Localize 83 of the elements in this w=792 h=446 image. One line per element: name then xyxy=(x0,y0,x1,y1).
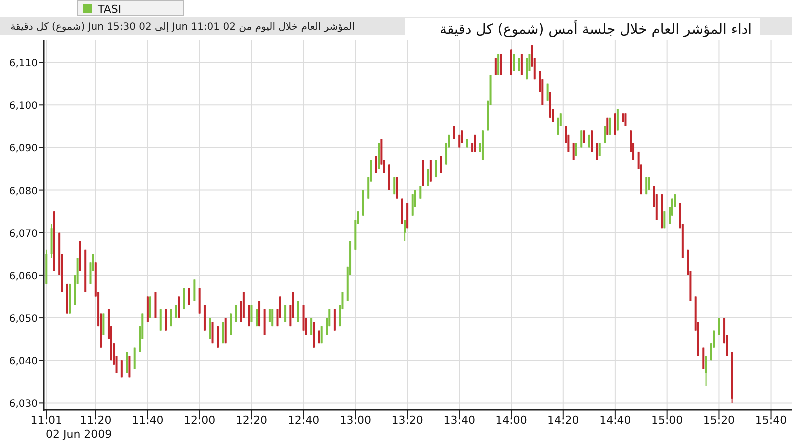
x-tick-label: 13:00 xyxy=(340,414,372,427)
candlestick xyxy=(500,54,502,76)
candlestick xyxy=(513,54,516,72)
candlestick xyxy=(609,117,612,136)
candlestick xyxy=(664,211,666,230)
x-tick-label: 12:20 xyxy=(236,414,268,427)
candlestick xyxy=(718,318,720,336)
candlestick xyxy=(194,279,196,302)
candlestick xyxy=(461,130,464,144)
y-tick-label: 6,030 xyxy=(9,399,38,410)
candlestick xyxy=(170,309,172,328)
x-tick-label: 14:20 xyxy=(548,414,580,427)
candlestick xyxy=(591,130,594,152)
y-tick-label: 6,100 xyxy=(9,101,38,112)
y-tick-label: 6,050 xyxy=(9,314,38,326)
candlestick xyxy=(320,326,323,344)
candlestick xyxy=(188,288,190,306)
candlestick xyxy=(160,309,162,332)
legend: TASI xyxy=(78,0,184,16)
candlestick xyxy=(217,326,220,348)
candlestick xyxy=(580,130,583,148)
candlestick xyxy=(284,304,287,323)
candlestick xyxy=(646,177,648,196)
y-tick-label: 6,040 xyxy=(9,356,38,368)
candlestick xyxy=(126,352,128,374)
x-tick-label: 14:00 xyxy=(496,414,528,427)
candlestick xyxy=(546,83,549,102)
x-tick-label: 15:40 xyxy=(755,414,788,427)
candlestick xyxy=(235,304,238,323)
candlestick xyxy=(149,296,152,319)
candlestick xyxy=(209,318,212,340)
candlestick xyxy=(596,142,598,161)
candlestick xyxy=(614,113,616,136)
y-tick-label: 6,070 xyxy=(9,228,38,240)
candlestick xyxy=(297,300,300,323)
candlestick xyxy=(310,318,313,336)
candlestick xyxy=(606,117,609,136)
candlestick xyxy=(394,177,396,196)
x-tick-label: 11:01 xyxy=(30,414,62,427)
candlestick xyxy=(412,194,414,216)
candlestick xyxy=(557,117,560,136)
candlestick xyxy=(183,288,186,310)
candlestick xyxy=(396,177,398,200)
candlestick xyxy=(427,168,430,187)
y-tick-label: 6,060 xyxy=(9,271,38,282)
text: 02 Jun 2009 xyxy=(46,428,112,441)
candlestick xyxy=(498,54,500,76)
candlestick xyxy=(648,177,650,191)
chart-subtitle: المؤشر العام خلال اليوم من 02 Jun 11:01 إلى 02 Jun 15:30 (شموع) كل دقيقة xyxy=(10,22,355,33)
x-tick-label: 13:20 xyxy=(392,414,424,427)
candlestick xyxy=(165,309,168,332)
candlestick xyxy=(430,160,432,182)
legend-label: TASI xyxy=(97,3,122,16)
x-tick-label: 13:40 xyxy=(444,414,476,427)
x-tick-label: 15:20 xyxy=(703,414,736,427)
x-tick-label: 12:00 xyxy=(184,414,216,427)
x-tick-label: 14:40 xyxy=(600,414,632,427)
x-tick-label: 11:40 xyxy=(132,414,164,427)
candlestick xyxy=(494,58,497,76)
candlestick xyxy=(334,309,336,332)
candlestick xyxy=(404,220,406,242)
candlestick xyxy=(583,130,586,144)
candlestick xyxy=(474,134,476,152)
candlestick xyxy=(520,54,523,76)
candlestick xyxy=(250,304,253,323)
candlestick xyxy=(572,142,575,161)
candlestick xyxy=(420,186,422,200)
candlestick xyxy=(256,309,258,328)
candlestick xyxy=(268,309,271,323)
candlestick xyxy=(120,360,123,378)
candlestick xyxy=(178,296,180,319)
x-tick-label: 12:40 xyxy=(288,414,320,427)
x-tick-label: 15:00 xyxy=(651,414,684,427)
candlestick xyxy=(705,356,708,387)
candlestick xyxy=(440,156,442,174)
y-tick-label: 6,080 xyxy=(9,186,38,198)
candlestick xyxy=(272,309,274,328)
x-tick-label: 11:20 xyxy=(80,414,112,427)
candlestick xyxy=(375,156,378,174)
y-tick-label: 6,090 xyxy=(9,144,38,155)
chart-title: اداء المؤشر العام خلال جلسة أمس (شموع) كل دقيقة xyxy=(440,20,752,38)
y-tick-label: 6,110 xyxy=(9,58,38,70)
candlestick xyxy=(624,113,627,127)
